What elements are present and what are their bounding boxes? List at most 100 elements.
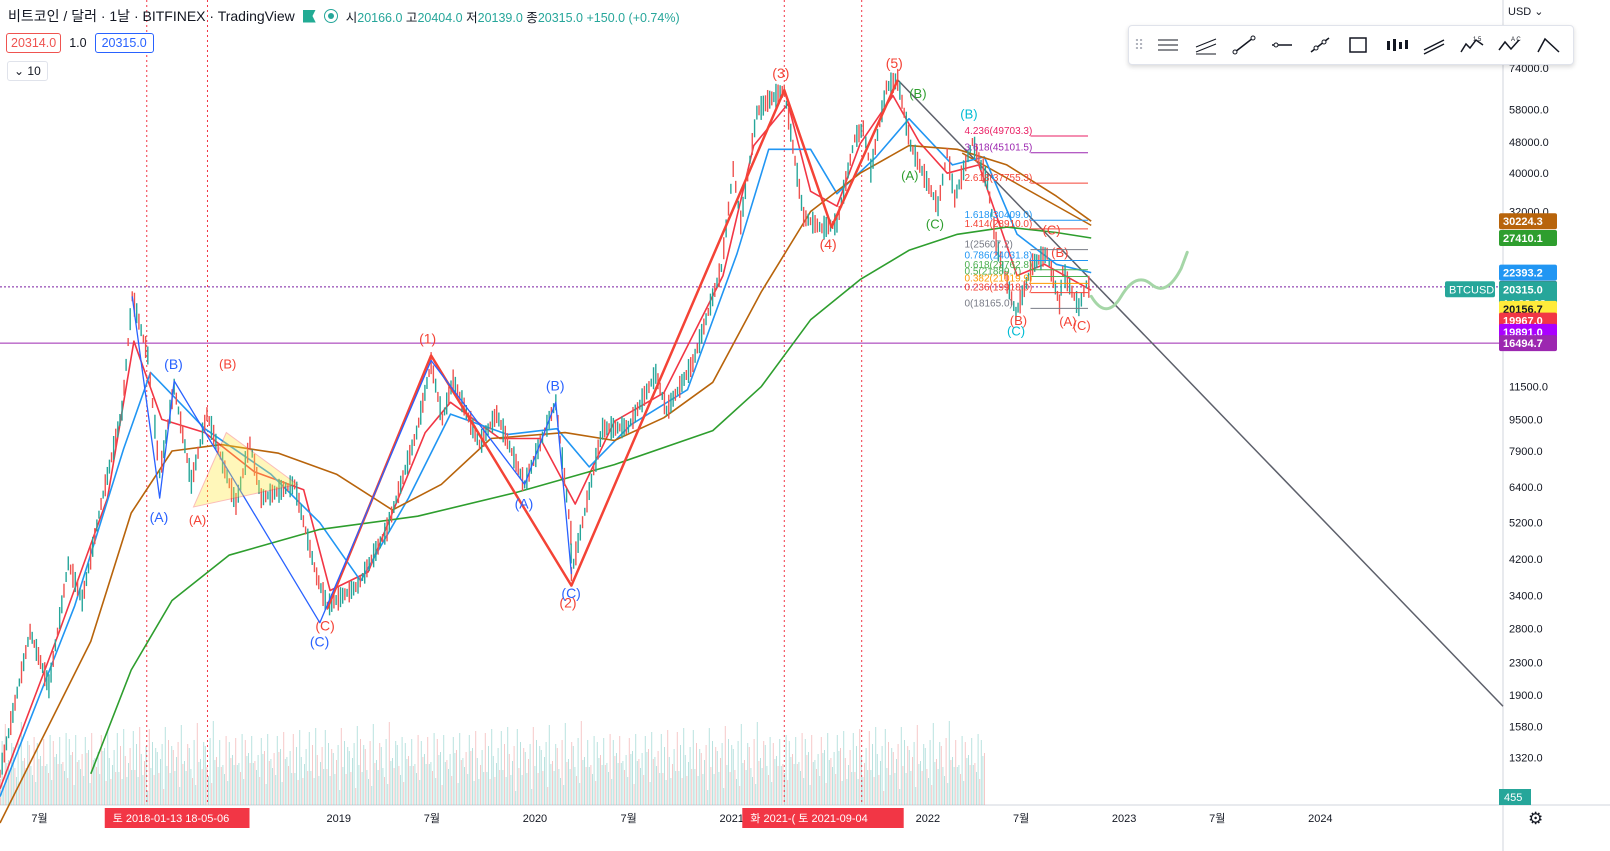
price-axis-value: 30224.3 [1503,216,1543,228]
volume-bar [336,760,337,805]
volume-bar [120,746,121,805]
rectangle-icon[interactable] [1339,27,1377,63]
volume-bar [256,770,257,805]
volume-bar [710,767,712,805]
channel-icon[interactable] [1415,27,1453,63]
volume-bar [54,757,56,805]
volume-bar [80,769,81,805]
volume-bar [788,741,790,805]
elliott-correction-icon[interactable]: A C [1491,27,1529,63]
indicator-collapse-button[interactable]: ⌄ 10 [7,61,48,81]
volume-bar [526,773,528,805]
volume-bar [358,765,360,805]
volume-bar [38,759,40,805]
gear-icon[interactable]: ⚙ [1528,809,1544,828]
wave-label-red: (4) [820,236,837,252]
volume-bar [952,757,953,805]
volume-bar [176,757,177,805]
volume-bar [283,732,285,805]
drawing-toolbar: ⠿ 1 5 A C [1128,25,1574,65]
volume-bar [289,751,291,805]
volume-bar [488,746,489,805]
volume-bar [420,741,422,805]
x-tick-label: 2021 [719,813,743,825]
volume-bar [201,769,203,805]
volume-bar [142,775,144,805]
volume-bar [521,775,523,805]
volume-bar [72,752,73,805]
volume-bar [552,761,553,805]
volume-bar [883,791,885,805]
volume-bar [491,729,493,805]
volume-bar [272,768,273,805]
volume-bar [516,729,518,805]
volume-bar [504,744,505,805]
volume-bar [496,763,497,805]
drag-handle-icon[interactable]: ⠿ [1133,36,1145,53]
volume-bar [163,789,165,805]
volume-bar [876,754,878,805]
wave-label-blue: (C) [310,634,329,650]
volume-bar [20,722,22,805]
volume-bar [939,742,941,805]
volume-bar [278,752,280,805]
volume-bar [937,769,939,805]
volume-bar [113,750,115,805]
ray-icon[interactable] [1301,27,1339,63]
wave-label: (B) [909,86,926,101]
wave-label: (B) [219,356,236,371]
volume-bar [462,758,464,805]
volume-bar [57,764,59,805]
volume-bar [312,745,313,805]
volume-bar [264,751,265,805]
ask-price[interactable]: 20315.0 [94,33,154,53]
parallel-channel-icon[interactable] [1187,27,1225,63]
volume-bar [976,772,977,805]
x-tick-label: 2020 [523,813,547,825]
volume-bar [489,779,491,805]
volume-bar [412,766,414,805]
volume-bar [246,756,248,805]
volume-bar [430,762,432,805]
volume-bar [19,784,21,805]
volume-bar [915,787,917,805]
y-tick-label: 1320.0 [1509,752,1543,764]
volume-bar [761,768,763,805]
volume-bar [859,729,861,805]
volume-bar [324,730,326,805]
trend-line-icon[interactable] [1225,27,1263,63]
volume-bar [916,725,918,805]
x-tick-label: 7월 [1013,812,1029,825]
volume-bar [52,741,54,805]
symbol-title[interactable]: 비트코인 / 달러 · 1날 · BITFINEX · TradingView [8,8,295,24]
volume-bar [707,790,709,805]
currency-selector[interactable]: USD ⌄ [1508,6,1544,18]
volume-bar [224,774,225,805]
elliott-impulse-icon[interactable]: 1 5 [1453,27,1491,63]
wave-label-blue: (B) [164,356,183,372]
horizontal-ray-icon[interactable] [1149,27,1187,63]
volume-bar [9,770,11,805]
volume-bar [768,775,769,805]
volume-bar [240,772,241,805]
volume-bar [681,778,683,805]
wave-label: (A) [189,512,206,527]
volume-bar [817,754,819,805]
flag-icon[interactable] [302,9,316,23]
volume-bar [460,760,462,805]
volume-bar [382,768,384,805]
horizontal-line-icon[interactable] [1263,27,1301,63]
volume-bar [478,779,480,805]
volume-bar [724,726,726,805]
forecast-path [1089,250,1189,311]
spread-value: 1.0 [69,36,87,50]
volume-bar [228,742,230,805]
volume-bar [452,737,454,805]
triangle-pattern-icon[interactable] [1529,27,1567,63]
volume-bar [726,765,728,805]
candles-icon[interactable] [1377,27,1415,63]
volume-bar [3,786,5,805]
bid-price[interactable]: 20314.0 [6,33,62,53]
y-tick-label: 48000.0 [1509,137,1549,149]
